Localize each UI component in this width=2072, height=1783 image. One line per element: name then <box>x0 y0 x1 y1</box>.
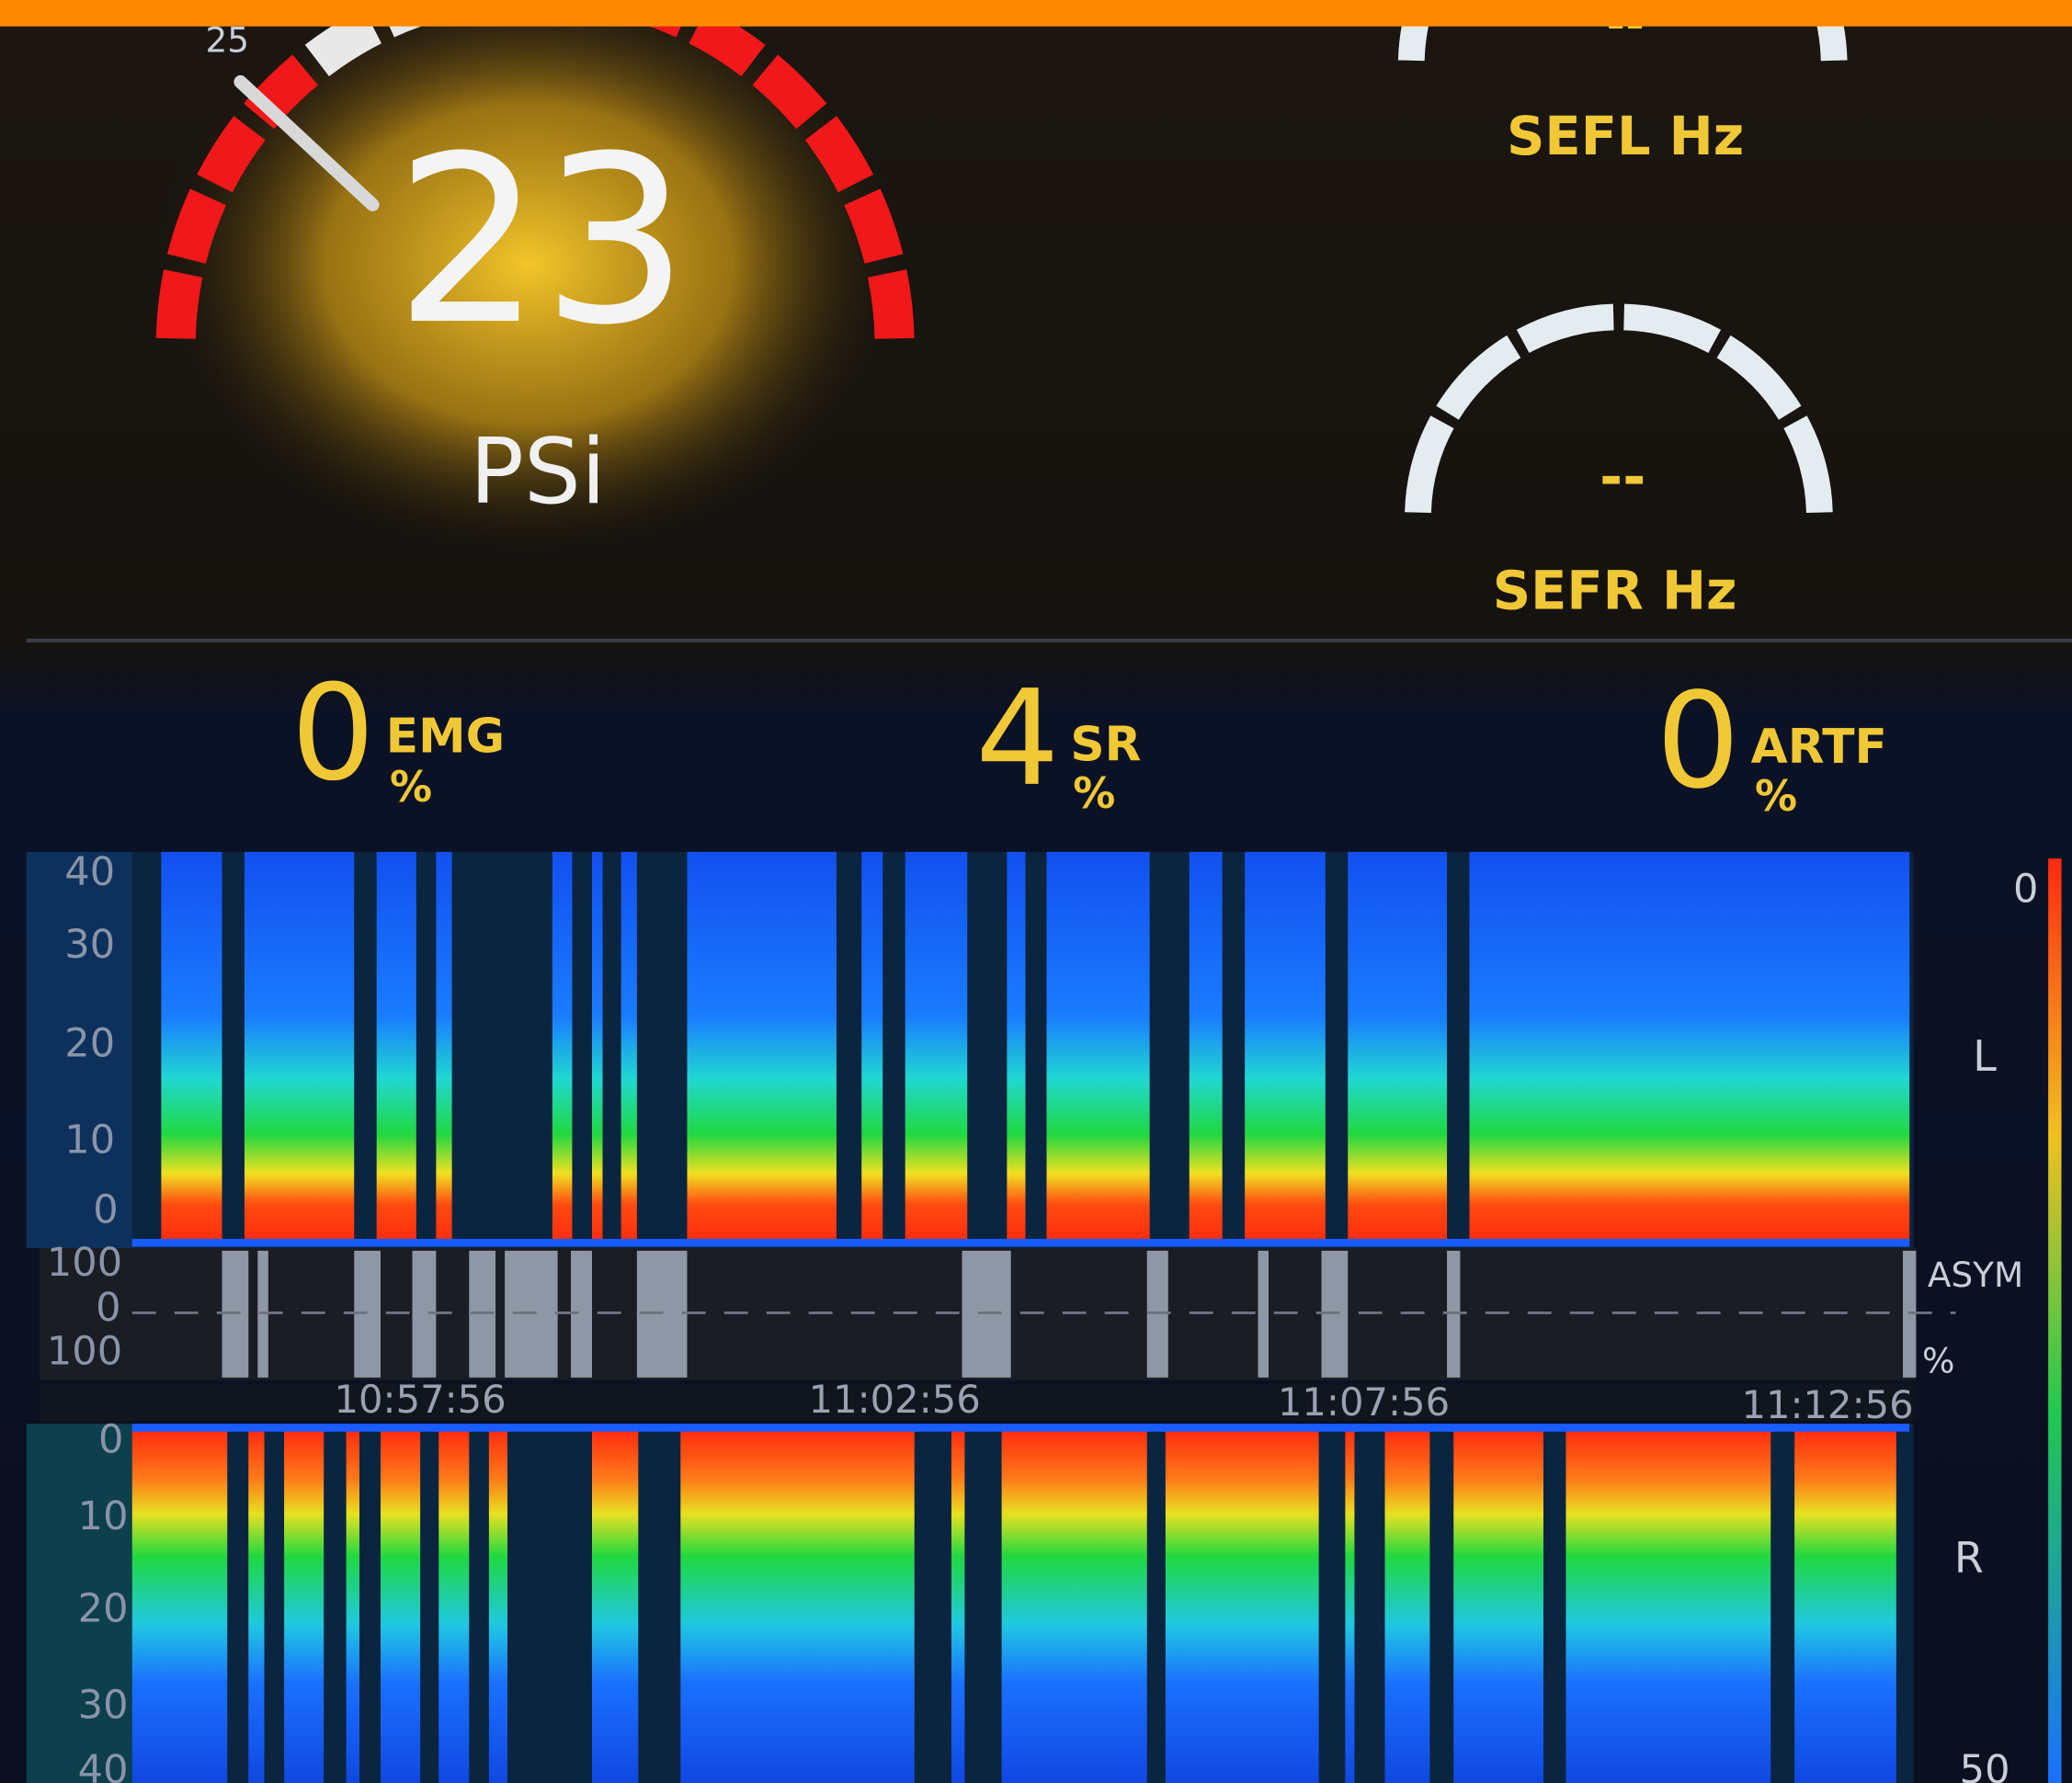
spectrogram-segment <box>592 852 603 1244</box>
asym-block <box>1258 1251 1269 1378</box>
param-name: ARTF <box>1751 720 1887 775</box>
spectrogram-segment <box>1470 852 1910 1244</box>
spectrogram-segment <box>245 852 354 1244</box>
l-axis-label: 40 <box>64 849 115 895</box>
spectrogram-segment <box>438 1429 469 1783</box>
dsa-baseline <box>132 1239 1909 1247</box>
time-label: 10:57:56 <box>335 1377 507 1422</box>
monitor-screen: 25 23 PSi -- SEFL Hz -- SEFR Hz 0 EMG % … <box>0 0 2072 1783</box>
param-unit: % <box>1755 771 1797 821</box>
gauge-segment <box>862 197 884 258</box>
param-value: 4 <box>975 662 1059 815</box>
r-axis-label: 30 <box>78 1683 129 1729</box>
spectrogram-segment <box>1794 1429 1896 1783</box>
spectrogram-segment <box>1345 1429 1354 1783</box>
param-name: EMG <box>386 710 505 765</box>
spectrogram-segment <box>951 1429 964 1783</box>
spectrogram-segment <box>1007 852 1025 1244</box>
time-label: 11:02:56 <box>809 1377 981 1422</box>
time-label: 11:12:56 <box>1741 1382 1913 1427</box>
spectrogram-segment <box>861 852 882 1244</box>
spectrogram-segment <box>1385 1429 1430 1783</box>
asym-axis-label: 0 <box>96 1285 120 1331</box>
top-bar <box>0 0 2072 27</box>
asym-unit: % <box>1922 1341 1955 1381</box>
spectrogram-segment <box>1245 852 1326 1244</box>
spectrogram-segment <box>347 1429 359 1783</box>
spectrogram-segment <box>1453 1429 1543 1783</box>
spectrogram-segment <box>1348 852 1447 1244</box>
spectrogram-segment <box>489 1429 507 1783</box>
param-value: 0 <box>1656 664 1739 818</box>
psi-label: PSi <box>470 420 606 525</box>
spectrogram-segment <box>905 852 968 1244</box>
spectrogram-segment <box>381 1429 420 1783</box>
spectrogram-segment <box>552 852 573 1244</box>
r-axis-label: 0 <box>98 1417 123 1463</box>
asym-axis-label: 100 <box>47 1328 122 1374</box>
spectrogram-segment <box>688 852 837 1244</box>
l-axis-label: 0 <box>93 1187 118 1233</box>
r-axis-label: 20 <box>78 1586 129 1632</box>
gauge-segment <box>187 197 209 258</box>
spectrogram-segment <box>161 852 222 1244</box>
psi-value: 23 <box>394 108 689 376</box>
param-unit: % <box>1073 768 1115 818</box>
asym-axis-label: 100 <box>47 1240 122 1286</box>
spectrogram-segment <box>1166 1429 1319 1783</box>
spectrogram-segment <box>284 1429 324 1783</box>
scale-top-label: 0 <box>2013 867 2038 913</box>
spectrogram-segment <box>248 1429 264 1783</box>
side-label: R <box>1954 1533 1984 1583</box>
spectrogram-segment <box>436 852 451 1244</box>
spectrogram-segment <box>1565 1429 1770 1783</box>
l-axis-label: 20 <box>64 1021 115 1067</box>
r-axis-label: 10 <box>78 1493 129 1539</box>
spectrogram-segment <box>377 852 416 1244</box>
page: 25 23 PSi -- SEFL Hz -- SEFR Hz 0 EMG % … <box>0 0 2072 1783</box>
param-unit: % <box>390 762 432 812</box>
spectrogram-segment <box>1002 1429 1147 1783</box>
param-value: 0 <box>291 656 375 810</box>
spectrogram-segment <box>1047 852 1150 1244</box>
gauge-segment <box>176 274 183 339</box>
sefr-value: -- <box>1600 446 1645 510</box>
spectrogram-segment <box>680 1429 914 1783</box>
spectrogram-segment <box>1190 852 1223 1244</box>
side-label: L <box>1973 1031 1997 1081</box>
gauge-segment <box>887 274 894 339</box>
spectrogram-segment <box>621 852 637 1244</box>
l-axis-label: 30 <box>64 922 115 968</box>
sefr-label: SEFR Hz <box>1493 560 1737 621</box>
r-axis-label: 40 <box>78 1747 129 1783</box>
scale-bottom-label: 50 <box>1960 1747 2010 1783</box>
param-name: SR <box>1070 717 1141 772</box>
spectrogram-segment <box>592 1429 638 1783</box>
time-label: 11:07:56 <box>1278 1380 1450 1425</box>
color-scale-bar <box>2048 858 2061 1783</box>
spectrogram-segment <box>132 1429 228 1783</box>
sefl-label: SEFL Hz <box>1507 106 1744 167</box>
l-axis-label: 10 <box>64 1118 115 1164</box>
asym-label: ASYM <box>1928 1255 2023 1295</box>
dsa-baseline <box>132 1424 1909 1432</box>
